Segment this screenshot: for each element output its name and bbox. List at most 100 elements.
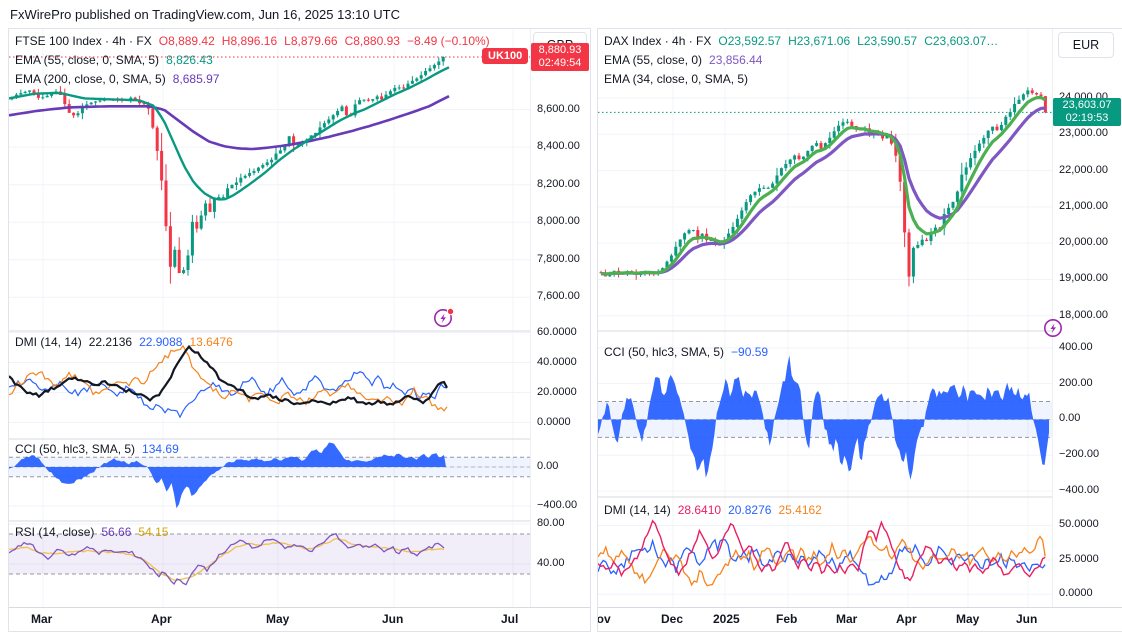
ftse-high: H8,896.16 (221, 34, 278, 48)
price-tick-label: 20,000.00 (1059, 236, 1108, 249)
dmi-tick-label: 0.0000 (1059, 587, 1093, 600)
dax-close: C23,603.07… (924, 34, 999, 48)
ema55-label: EMA (55, close, 0, SMA, 5) (15, 53, 160, 67)
cci-tick-label: 200.00 (1059, 376, 1093, 389)
ema200-label: EMA (200, close, 0, SMA, 5) (15, 72, 166, 86)
lightning-trade-icon[interactable] (433, 307, 455, 329)
cci-tick-label: 0.00 (537, 459, 559, 472)
dax-ema55-value: 23,856.44 (709, 53, 763, 67)
dmi-label: DMI (14, 14) (15, 335, 82, 349)
dax-bar-countdown: 02:19:53 (1065, 112, 1109, 125)
dax-ema55-legend: EMA (55, close, 0) 23,856.44 (604, 53, 762, 67)
ftse-dmi-legend: DMI (14, 14) 22.2136 22.9088 13.6476 (15, 335, 233, 349)
time-axis-label: Apr (151, 612, 172, 626)
ftse-open: O8,889.42 (158, 34, 215, 48)
ftse-plot-area[interactable] (9, 29, 530, 609)
ftse-symbol-legend: FTSE 100 Index · 4h · FX O8,889.42 H8,89… (15, 34, 490, 48)
time-axis-label: Apr (896, 612, 917, 626)
dax-plot-area[interactable] (598, 29, 1052, 609)
dax-open: O23,592.57 (718, 34, 782, 48)
ftse-ema55-legend: EMA (55, close, 0, SMA, 5) 8,826.43 (15, 53, 213, 67)
dax-last-price: 23,603.07 (1062, 99, 1112, 112)
cci-tick-label: −400.00 (1059, 484, 1100, 497)
dax-time-axis[interactable]: Nov Dec 2025 Feb Mar Apr May Jun (598, 607, 1122, 631)
time-axis-label: Jun (382, 612, 404, 626)
dax-dmi-minus-value: 25.4162 (778, 503, 822, 517)
time-axis-label: Mar (31, 612, 53, 626)
dax-dmi-legend: DMI (14, 14) 28.6410 20.8276 25.4162 (604, 503, 822, 517)
dmi-minus-value: 13.6476 (189, 335, 233, 349)
dax-high: H23,671.06 (788, 34, 851, 48)
ftse-rsi-legend: RSI (14, close) 56.66 54.15 (15, 525, 168, 539)
ftse-price-axis[interactable]: 8,600.00 8,400.00 8,200.00 8,000.00 7,800.00… (530, 29, 590, 608)
ftse-low: L8,879.66 (284, 34, 338, 48)
rsi-label: RSI (14, close) (15, 525, 95, 539)
price-tick-label: 8,400.00 (537, 140, 580, 153)
dax-low: L23,590.57 (857, 34, 918, 48)
time-axis-label: Nov (598, 612, 611, 626)
ftse-bar-countdown: 02:49:54 (538, 56, 582, 69)
candles (10, 56, 445, 284)
dax-currency-button[interactable]: EUR (1058, 32, 1114, 58)
dax-cci-label: CCI (50, hlc3, SMA, 5) (604, 345, 725, 359)
cci-tick-label: −400.00 (537, 498, 578, 511)
dmi-tick-label: 0.0000 (537, 415, 571, 428)
dmi-tick-label: 20.0000 (537, 385, 577, 398)
price-tick-label: 23,000.00 (1059, 127, 1108, 140)
time-axis-label: 2025 (713, 612, 740, 626)
ftse-title: FTSE 100 Index · 4h · FX (15, 34, 152, 48)
price-tick-label: 7,800.00 (537, 252, 580, 265)
time-axis-label: Jul (501, 612, 519, 626)
price-tick-label: 22,000.00 (1059, 163, 1108, 176)
lightning-trade-icon[interactable] (1042, 317, 1064, 339)
dmi-plus-value: 22.9088 (139, 335, 183, 349)
ftse-symbol-badge: UK100 (482, 47, 529, 64)
ftse-time-axis[interactable]: Mar Apr May Jun Jul (9, 607, 590, 631)
rsi-ma-value: 54.15 (138, 525, 169, 539)
cci-tick-label: −200.00 (1059, 448, 1100, 461)
dax-ema55-label: EMA (55, close, 0) (604, 53, 703, 67)
price-tick-label: 8,200.00 (537, 177, 580, 190)
rsi-tick-label: 80.00 (537, 517, 565, 529)
ftse-close: C8,880.93 (344, 34, 400, 48)
ftse-change: −8.49 (−0.10%) (406, 34, 490, 48)
cci-value: 134.69 (142, 442, 179, 456)
ema55-value: 8,826.43 (166, 53, 213, 67)
price-tick-label: 19,000.00 (1059, 272, 1108, 285)
price-tick-label: 7,600.00 (537, 290, 580, 303)
dax-ema34-legend: EMA (34, close, 0, SMA, 5) (604, 72, 748, 86)
rsi-value: 56.66 (101, 525, 132, 539)
dax-dmi-label: DMI (14, 14) (604, 503, 671, 517)
dax-ema34-label: EMA (34, close, 0, SMA, 5) (604, 72, 749, 86)
dmi-tick-label: 60.0000 (537, 325, 577, 338)
dmi-tick-label: 40.0000 (537, 355, 577, 368)
dax-dmi-adx-value: 28.6410 (677, 503, 722, 517)
dmi-tick-label: 50.0000 (1059, 518, 1099, 531)
time-axis-label: Mar (836, 612, 858, 626)
dax-dmi-plus-value: 20.8276 (728, 503, 772, 517)
candles (599, 87, 1047, 287)
dax-cci-legend: CCI (50, hlc3, SMA, 5) −90.59 (604, 345, 768, 359)
dmi-adx-value: 22.2136 (88, 335, 133, 349)
dax-symbol-legend: DAX Index · 4h · FX O23,592.57 H23,671.0… (604, 34, 998, 48)
time-axis-label: May (266, 612, 290, 626)
ftse-last-price-badge: 8,880.93 02:49:54 (531, 42, 589, 71)
cci-tick-label: 0.00 (1059, 412, 1081, 425)
ftse-chart-panel[interactable]: FTSE 100 Index · 4h · FX O8,889.42 H8,89… (8, 28, 591, 632)
ftse-last-price: 8,880.93 (538, 43, 582, 56)
cci-tick-label: 400.00 (1059, 340, 1093, 353)
dax-title: DAX Index · 4h · FX (604, 34, 712, 48)
ema200-value: 8,685.97 (172, 72, 220, 86)
price-tick-label: 8,000.00 (537, 215, 580, 228)
dax-chart-panel[interactable]: DAX Index · 4h · FX O23,592.57 H23,671.0… (597, 28, 1122, 632)
dax-cci-value: −90.59 (731, 345, 769, 359)
ftse-ema200-legend: EMA (200, close, 0, SMA, 5) 8,685.97 (15, 72, 219, 86)
time-axis-label: May (956, 612, 980, 626)
price-tick-label: 18,000.00 (1059, 308, 1108, 321)
cci-label: CCI (50, hlc3, SMA, 5) (15, 442, 136, 456)
rsi-tick-label: 40.00 (537, 557, 565, 569)
price-tick-label: 8,600.00 (537, 102, 580, 115)
time-axis-label: Jun (1016, 612, 1038, 626)
dax-last-price-badge: 23,603.07 02:19:53 (1053, 98, 1121, 127)
